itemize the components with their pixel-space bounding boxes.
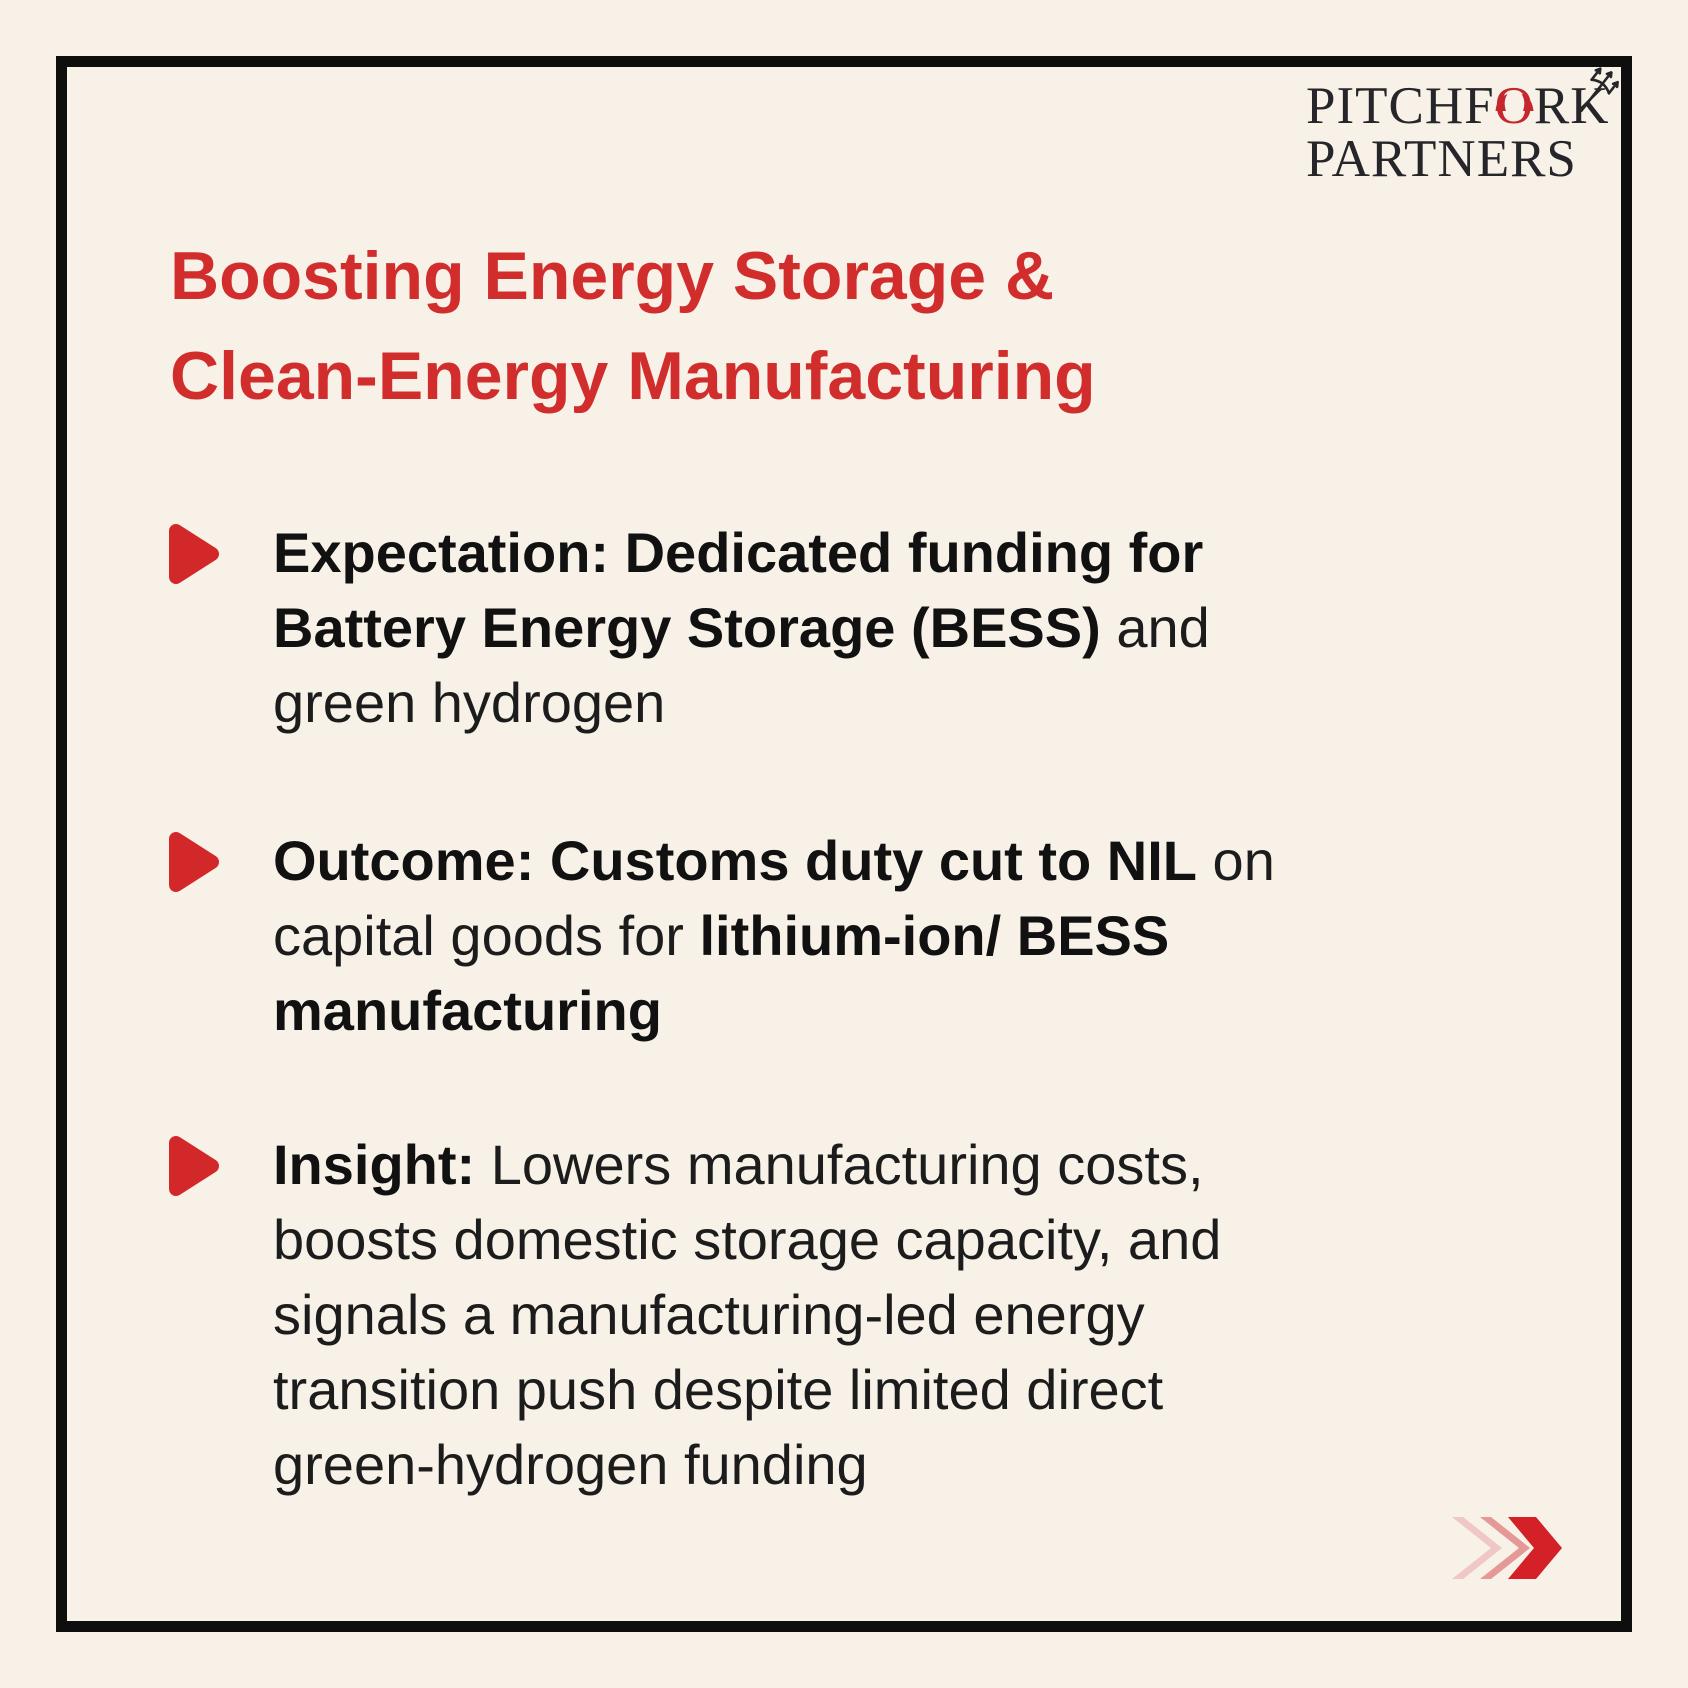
bullet-expectation: Expectation: Dedicated funding for Batter…	[168, 515, 1288, 740]
bullet-text-line: manufacturing	[273, 979, 662, 1042]
page-title: Boosting Energy Storage & Clean-Energy M…	[170, 226, 1096, 426]
bullet-text-line: capital goods for lithium-ion/ BESS	[273, 904, 1170, 967]
brand-logo-text-pre: PITCHF	[1306, 77, 1495, 135]
bullet-arrow-icon	[168, 1135, 220, 1197]
page-title-line1: Boosting Energy Storage &	[170, 238, 1055, 314]
bullet-text-line: green-hydrogen funding	[273, 1433, 868, 1496]
bullet-arrow-icon	[168, 831, 220, 893]
bullet-text: Insight: Lowers manufacturing costs, boos…	[273, 1127, 1221, 1502]
bullet-list: Expectation: Dedicated funding for Batter…	[168, 515, 1288, 1502]
brand-logo: PITCHFO RK PARTNERS	[1306, 67, 1619, 188]
brand-logo-text-post: RK	[1533, 77, 1610, 135]
bullet-arrow-icon	[168, 523, 220, 585]
devil-horn-right-icon	[1520, 68, 1535, 111]
next-slide-chevrons-icon[interactable]	[1452, 1517, 1562, 1579]
bullet-text-line: Insight: Lowers manufacturing costs,	[273, 1133, 1204, 1196]
bullet-insight: Insight: Lowers manufacturing costs, boos…	[168, 1127, 1288, 1502]
bullet-text-line: transition push despite limited direct	[273, 1358, 1164, 1421]
brand-logo-devil-o: O	[1495, 80, 1534, 133]
devil-horn-left-icon	[1494, 68, 1509, 111]
bullet-text-line: signals a manufacturing-led energy	[273, 1283, 1145, 1346]
bullet-text-line: boosts domestic storage capacity, and	[273, 1208, 1222, 1271]
bullet-text: Expectation: Dedicated funding for Batter…	[273, 515, 1210, 740]
bullet-text-line: Expectation: Dedicated funding for	[273, 521, 1204, 584]
page-title-line2: Clean-Energy Manufacturing	[170, 338, 1096, 414]
pitchfork-trident-icon	[1560, 56, 1633, 129]
bullet-text: Outcome: Customs duty cut to NIL on capit…	[273, 823, 1275, 1048]
brand-logo-line2: PARTNERS	[1306, 130, 1577, 188]
bullet-text-line: Battery Energy Storage (BESS) and	[273, 596, 1210, 659]
bullet-text-line: Outcome: Customs duty cut to NIL on	[273, 829, 1275, 892]
bullet-text-line: green hydrogen	[273, 671, 666, 734]
brand-logo-line1: PITCHFO RK	[1306, 67, 1619, 135]
bullet-outcome: Outcome: Customs duty cut to NIL on capit…	[168, 823, 1288, 1048]
